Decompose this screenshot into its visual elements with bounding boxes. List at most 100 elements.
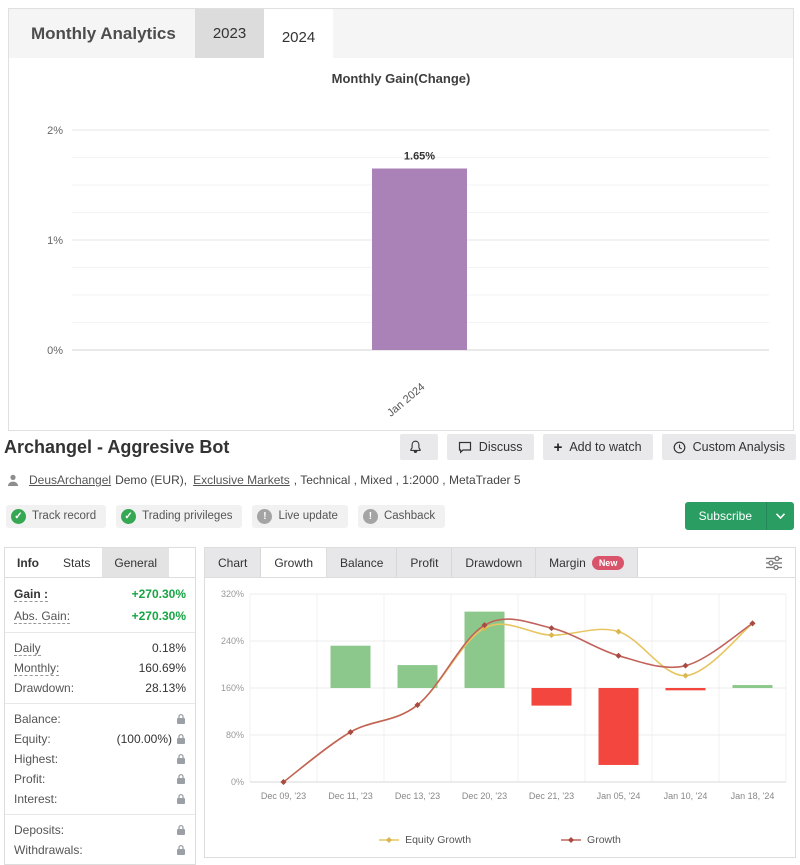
stat-label: Withdrawals: bbox=[14, 843, 83, 857]
stat-label[interactable]: Daily bbox=[14, 640, 41, 656]
stat-row-daily: Daily 0.18% bbox=[14, 638, 186, 658]
stat-label: Profit: bbox=[14, 772, 46, 786]
lock-icon bbox=[177, 824, 185, 835]
add-to-watch-label: Add to watch bbox=[569, 440, 642, 454]
stat-row-drawdown: Drawdown: 28.13% bbox=[14, 678, 186, 698]
stat-label: Balance: bbox=[14, 712, 61, 726]
svg-text:0%: 0% bbox=[47, 345, 63, 357]
tab-year-2024[interactable]: 2024 bbox=[264, 9, 333, 65]
stat-row-interest: Interest: bbox=[14, 789, 186, 809]
bell-icon bbox=[409, 440, 429, 454]
stat-label: Interest: bbox=[14, 792, 58, 806]
tab-stats[interactable]: Stats bbox=[63, 555, 91, 570]
stat-label[interactable]: Gain : bbox=[14, 586, 49, 602]
check-icon: ✓ bbox=[121, 508, 137, 524]
subscribe-label: Subscribe bbox=[698, 509, 752, 523]
tab-drawdown[interactable]: Drawdown bbox=[452, 548, 537, 577]
tab-balance[interactable]: Balance bbox=[327, 548, 398, 577]
stat-row-equity: Equity: (100.00%) bbox=[14, 729, 186, 749]
stat-label[interactable]: Abs. Gain: bbox=[14, 608, 71, 624]
stats-rows: Gain : +270.30% Abs. Gain: +270.30% Dail… bbox=[5, 578, 195, 864]
divider bbox=[5, 814, 195, 815]
tab-margin[interactable]: Margin New bbox=[536, 548, 639, 577]
stats-panel: Info Stats General Gain : +270.30% Abs. … bbox=[4, 547, 196, 865]
stat-label: Equity: bbox=[14, 732, 51, 746]
lock-icon bbox=[177, 793, 185, 804]
stat-label: Drawdown: bbox=[14, 681, 75, 695]
monthly-analytics-title: Monthly Analytics bbox=[31, 23, 176, 43]
discuss-button[interactable]: Discuss bbox=[446, 434, 534, 460]
svg-text:0%: 0% bbox=[231, 777, 244, 787]
badge-trading-privileges[interactable]: ✓ Trading privileges bbox=[116, 504, 243, 528]
stat-value: (100.00%) bbox=[116, 732, 172, 746]
svg-text:320%: 320% bbox=[221, 589, 244, 599]
monthly-analytics-header: Monthly Analytics 2023 2024 bbox=[9, 9, 793, 65]
stat-value: 28.13% bbox=[145, 681, 186, 695]
monthly-gain-chart-title: Monthly Gain(Change) bbox=[331, 71, 471, 86]
stat-label[interactable]: Monthly: bbox=[14, 660, 60, 676]
lock-icon bbox=[177, 713, 185, 724]
tab-profit[interactable]: Profit bbox=[397, 548, 453, 577]
subscribe-button[interactable]: Subscribe bbox=[684, 502, 794, 530]
legend-item-growth[interactable]: Growth bbox=[561, 834, 621, 846]
badge-track-record[interactable]: ✓ Track record bbox=[6, 504, 107, 528]
divider bbox=[5, 703, 195, 704]
svg-text:Dec 13, '23: Dec 13, '23 bbox=[395, 791, 440, 801]
tab-chart[interactable]: Chart bbox=[205, 548, 262, 577]
stat-row-profit: Profit: bbox=[14, 769, 186, 789]
tab-general[interactable]: General bbox=[102, 548, 170, 577]
svg-text:1%: 1% bbox=[47, 235, 63, 247]
stat-row-gain: Gain : +270.30% bbox=[14, 583, 186, 605]
badge-label: Trading privileges bbox=[142, 510, 233, 522]
broker-link[interactable]: Exclusive Markets bbox=[193, 473, 290, 487]
tab-growth[interactable]: Growth bbox=[261, 548, 328, 577]
profile-header: Archangel - Aggresive Bot Discuss + Add … bbox=[0, 434, 800, 530]
chart-tabstrip: Chart Growth Balance Profit Drawdown Mar… bbox=[205, 548, 795, 578]
monthly-analytics-panel: Monthly Analytics 2023 2024 Monthly Gain… bbox=[8, 8, 794, 431]
stat-value: 0.18% bbox=[151, 641, 186, 655]
discuss-label: Discuss bbox=[478, 440, 523, 454]
tab-margin-label: Margin bbox=[549, 555, 586, 570]
svg-text:80%: 80% bbox=[226, 730, 244, 740]
badge-label: Cashback bbox=[383, 510, 436, 522]
clock-icon bbox=[673, 441, 693, 454]
legend-marker-icon bbox=[379, 837, 400, 843]
notifications-button[interactable] bbox=[399, 434, 438, 460]
stat-row-deposits: Deposits: bbox=[14, 820, 186, 840]
growth-chart: 0% 80% 160% 240% 320% Dec 09, '23 Dec 11, '23 D… bbox=[221, 589, 787, 801]
trader-link[interactable]: DeusArchangel bbox=[29, 473, 112, 487]
svg-text:240%: 240% bbox=[221, 636, 244, 646]
badge-label: Track record bbox=[32, 510, 97, 522]
svg-text:160%: 160% bbox=[221, 683, 244, 693]
discuss-icon bbox=[458, 441, 479, 454]
account-details: , Technical , Mixed , 1:2000 , MetaTrade… bbox=[293, 473, 521, 487]
stat-row-withdrawals: Withdrawals: bbox=[14, 840, 186, 860]
lock-icon bbox=[177, 733, 185, 744]
chevron-down-icon[interactable] bbox=[767, 513, 794, 519]
new-badge: New bbox=[591, 555, 625, 570]
legend-marker-icon bbox=[561, 837, 582, 843]
tab-info[interactable]: Info bbox=[5, 548, 51, 577]
stat-row-monthly: Monthly: 160.69% bbox=[14, 658, 186, 678]
tab-year-2023[interactable]: 2023 bbox=[195, 9, 264, 58]
svg-text:Jan 2024: Jan 2024 bbox=[385, 381, 427, 419]
badge-live-update[interactable]: ! Live update bbox=[252, 504, 348, 528]
badge-cashback[interactable]: ! Cashback bbox=[357, 504, 446, 528]
svg-text:Dec 09, '23: Dec 09, '23 bbox=[261, 791, 306, 801]
exclamation-icon: ! bbox=[362, 508, 378, 524]
svg-text:2%: 2% bbox=[47, 125, 63, 137]
custom-analysis-button[interactable]: Custom Analysis bbox=[661, 434, 796, 460]
chart-settings-button[interactable] bbox=[753, 548, 795, 577]
check-icon: ✓ bbox=[11, 508, 26, 524]
lock-icon bbox=[177, 753, 185, 764]
stat-label: Highest: bbox=[14, 752, 59, 766]
svg-text:Jan 10, '24: Jan 10, '24 bbox=[664, 791, 708, 801]
svg-text:Jan 05, '24: Jan 05, '24 bbox=[597, 791, 641, 801]
growth-chart-panel: Chart Growth Balance Profit Drawdown Mar… bbox=[204, 547, 796, 858]
monthly-gain-chart: 0% 1% 2% 1.65% Jan 2024 bbox=[47, 125, 769, 419]
stat-label: Deposits: bbox=[14, 823, 65, 837]
legend-item-equity-growth[interactable]: Equity Growth bbox=[379, 834, 471, 846]
account-type: Demo (EUR), bbox=[115, 473, 188, 487]
badges-row: ✓ Track record ✓ Trading privileges ! Li… bbox=[6, 502, 796, 530]
add-to-watch-button[interactable]: + Add to watch bbox=[542, 434, 653, 460]
